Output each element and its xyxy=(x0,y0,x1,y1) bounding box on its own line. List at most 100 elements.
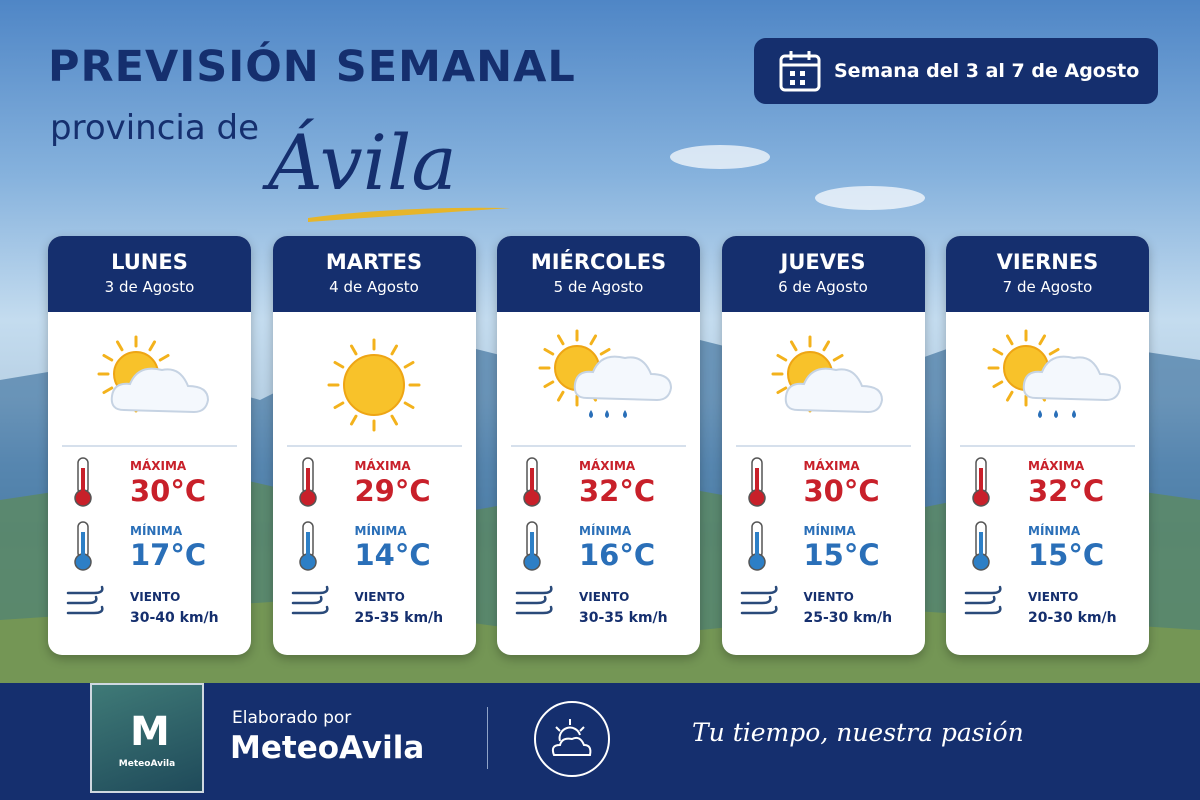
min-temp: 17°C xyxy=(130,538,207,572)
wind-line xyxy=(291,605,329,615)
sun-ray xyxy=(102,354,114,362)
day-graphics xyxy=(735,335,911,615)
made-by: Elaborado por xyxy=(232,708,352,728)
thermometer-level xyxy=(979,532,983,562)
rain-drop xyxy=(1038,410,1042,418)
sun-ray xyxy=(333,361,344,369)
slogan: Tu tiempo, nuestra pasión xyxy=(692,718,1024,747)
max-label: MÁXIMA xyxy=(354,459,411,473)
wind-line xyxy=(964,595,996,605)
wind-line xyxy=(964,585,1002,595)
wind-line xyxy=(515,605,553,615)
logo-text: MeteoAvila xyxy=(118,759,176,769)
max-temp: 32°C xyxy=(1028,474,1105,508)
thermometer-level xyxy=(530,532,534,562)
wind-value: 25-35 km/h xyxy=(354,610,444,626)
day-header: MIÉRCOLES 5 de Agosto xyxy=(497,236,700,312)
sun-ray xyxy=(557,334,565,346)
day-date: 6 de Agosto xyxy=(778,278,868,296)
week-badge: Semana del 3 al 7 de Agosto xyxy=(754,38,1158,104)
sun-ray xyxy=(403,361,414,369)
wind-value: 20-30 km/h xyxy=(1028,610,1117,626)
sun-ray xyxy=(832,354,844,362)
rain-drop xyxy=(605,410,609,418)
rain-drop xyxy=(623,410,627,418)
sun xyxy=(342,354,405,416)
wind-line xyxy=(291,595,323,605)
sun-ray xyxy=(349,414,357,426)
max-label: MÁXIMA xyxy=(130,459,187,473)
rain-drop xyxy=(1072,410,1076,418)
day-header: JUEVES 6 de Agosto xyxy=(721,236,925,312)
thermometer-level xyxy=(530,468,534,498)
day-header: VIERNES 7 de Agosto xyxy=(946,236,1149,312)
sun-ray xyxy=(349,344,357,356)
thermometer-level xyxy=(754,468,759,498)
day-graphics xyxy=(960,329,1135,615)
day-header: LUNES 3 de Agosto xyxy=(48,236,251,312)
sun-ray xyxy=(557,390,565,402)
day-date: 4 de Agosto xyxy=(329,278,419,296)
day-graphics xyxy=(511,329,686,615)
sun-ray xyxy=(333,401,344,409)
min-temp: 16°C xyxy=(579,538,656,572)
wind-label: VIENTO xyxy=(579,590,630,604)
thermometer-level xyxy=(754,532,759,562)
sun-ray xyxy=(775,386,787,394)
day-card: LUNES 3 de Agosto MÁXIMA 30°C MÍNIMA 17°C VIEN… xyxy=(48,236,251,655)
sun-ray xyxy=(148,340,156,352)
sun-ray xyxy=(1006,334,1014,346)
max-label: MÁXIMA xyxy=(803,459,860,473)
wind-value: 25-30 km/h xyxy=(803,610,893,626)
wind-line xyxy=(740,585,778,595)
sun-ray xyxy=(158,354,170,362)
cloud xyxy=(110,367,210,414)
sun-ray xyxy=(1006,390,1014,402)
rain-drop xyxy=(1054,410,1058,418)
wind-line xyxy=(515,585,553,595)
sun-ray xyxy=(992,348,1004,356)
cloud xyxy=(784,367,883,414)
title: PREVISIÓN SEMANAL xyxy=(48,42,576,92)
max-temp: 30°C xyxy=(803,474,880,508)
min-temp: 15°C xyxy=(803,538,880,572)
sun-ray xyxy=(543,348,555,356)
wind-line xyxy=(740,595,772,605)
sun-ray xyxy=(403,401,414,409)
sun-ray xyxy=(390,344,398,356)
brand: MeteoAvila xyxy=(230,730,425,766)
day-name: JUEVES xyxy=(780,250,866,274)
sun-ray xyxy=(822,340,830,352)
day-graphics xyxy=(62,335,237,615)
sun-ray xyxy=(543,380,555,388)
sun-ray xyxy=(789,340,797,352)
sun-ray xyxy=(599,348,611,356)
day-card: MIÉRCOLES 5 de Agosto MÁXIMA 32°C MÍNIMA 16°C… xyxy=(497,236,700,655)
footer-icon xyxy=(534,701,610,777)
min-label: MÍNIMA xyxy=(130,524,183,538)
day-date: 3 de Agosto xyxy=(104,278,195,296)
logo: M MeteoAvila xyxy=(90,683,204,793)
thermometer-level xyxy=(979,468,983,498)
max-temp: 32°C xyxy=(579,474,656,508)
day-graphics xyxy=(286,338,462,615)
wind-line xyxy=(66,595,98,605)
thermometer-level xyxy=(305,468,310,498)
thermometer-level xyxy=(305,532,310,562)
day-name: VIERNES xyxy=(996,250,1099,274)
max-label: MÁXIMA xyxy=(1028,459,1085,473)
cloud xyxy=(1022,355,1122,402)
max-label: MÁXIMA xyxy=(579,459,636,473)
wind-line xyxy=(66,585,104,595)
wind-line xyxy=(66,605,104,615)
day-card: MARTES 4 de Agosto MÁXIMA 29°C MÍNIMA 14°C VIE… xyxy=(272,236,476,655)
day-name: MARTES xyxy=(325,250,423,274)
wind-label: VIENTO xyxy=(1028,590,1079,604)
calendar-icon xyxy=(779,51,821,92)
day-header: MARTES 4 de Agosto xyxy=(272,236,476,312)
min-label: MÍNIMA xyxy=(354,524,407,538)
min-temp: 14°C xyxy=(354,538,431,572)
min-temp: 15°C xyxy=(1028,538,1105,572)
